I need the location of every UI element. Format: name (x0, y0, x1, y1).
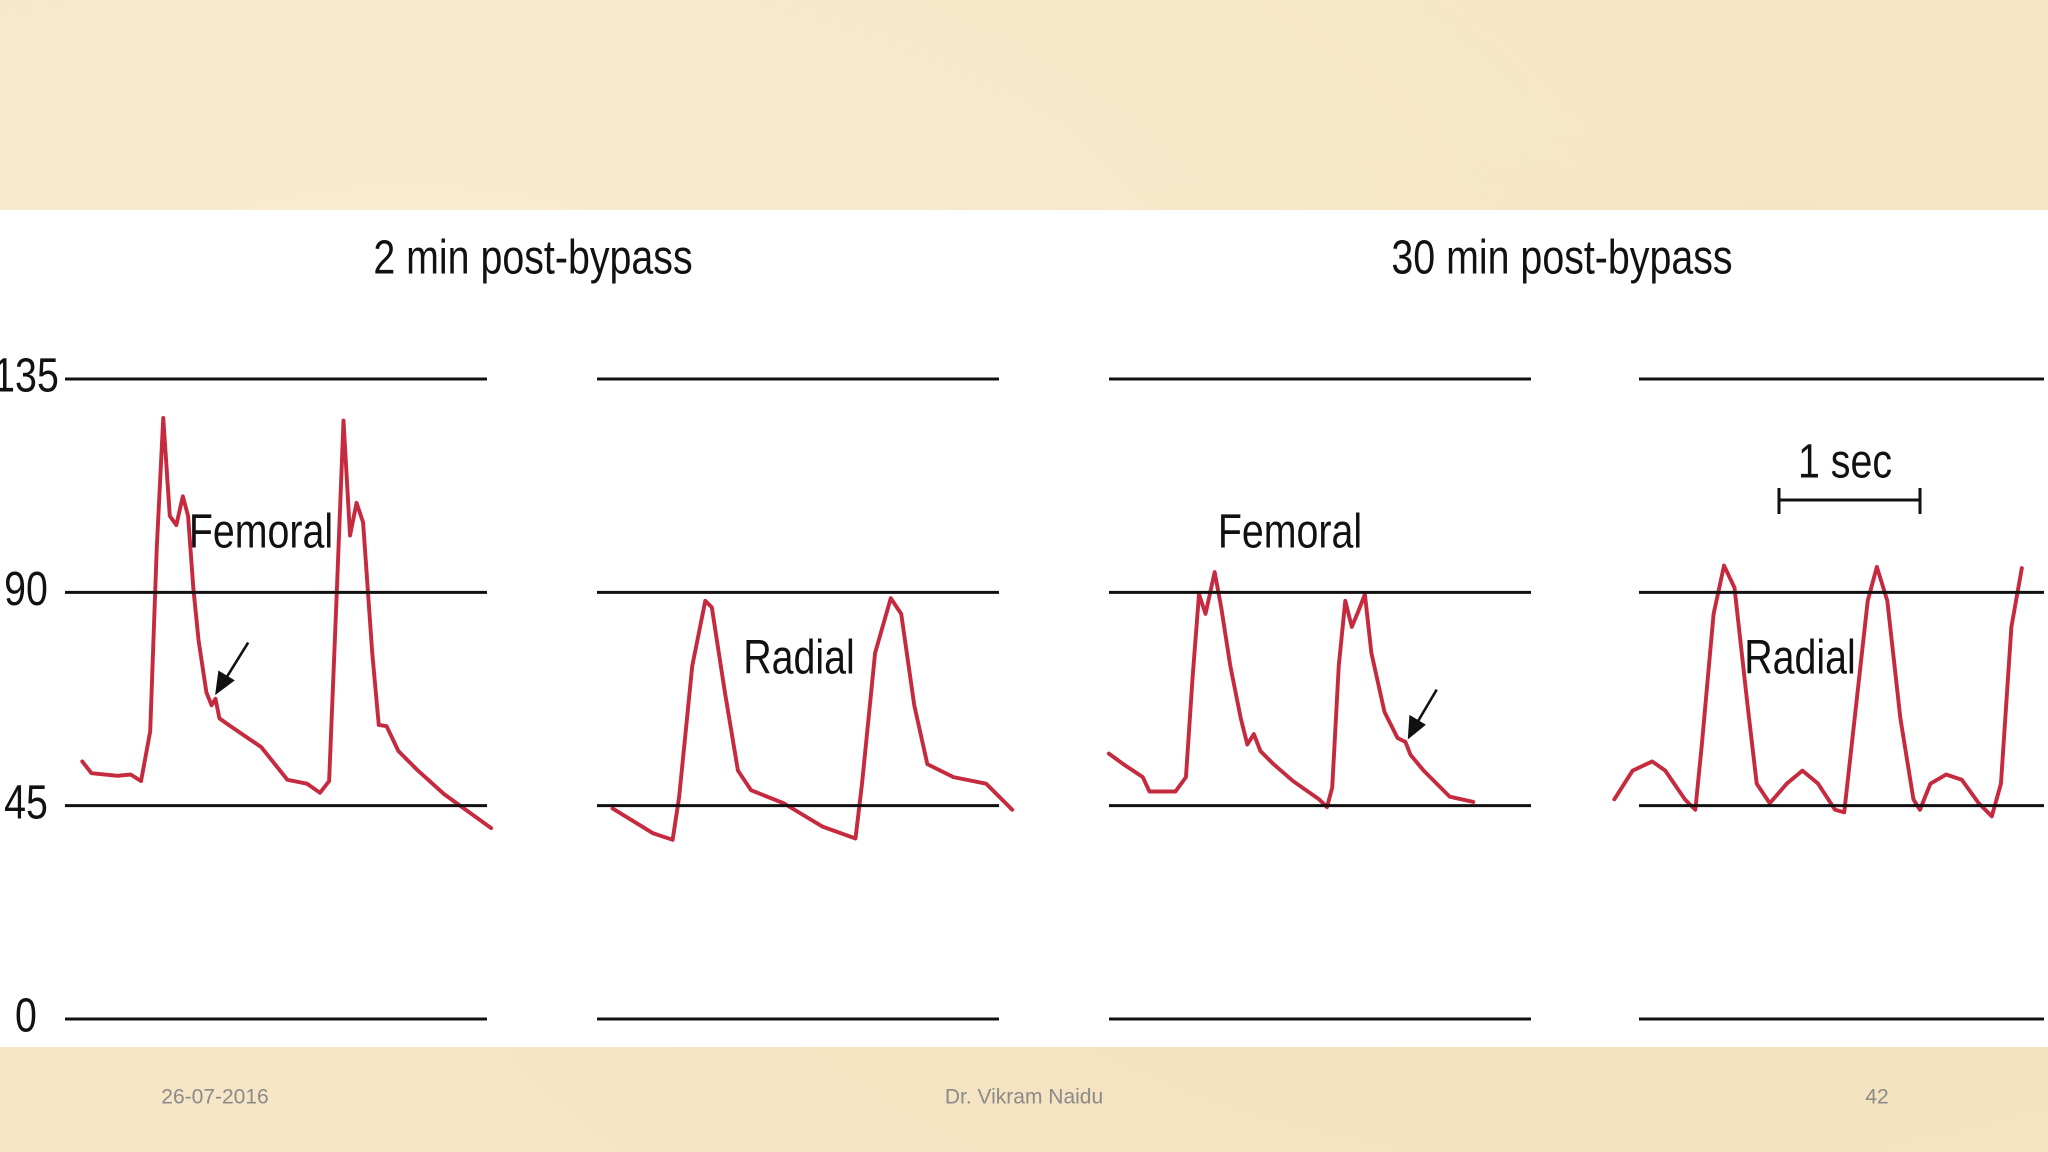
arrow (1407, 688, 1438, 740)
trace-label: Radial (1744, 631, 1856, 685)
arrow (215, 641, 250, 696)
panel-title: 2 min post-bypass (373, 231, 692, 285)
y-tick-label: 135 (0, 349, 59, 403)
page-number: 42 (1865, 1086, 1888, 1109)
footer-author: Dr. Vikram Naidu (945, 1086, 1103, 1109)
figure: 2 min post-bypass 30 min post-bypass Fem… (0, 231, 2044, 1043)
scale-bar-label: 1 sec (1798, 435, 1892, 489)
y-tick-label: 45 (4, 776, 48, 830)
trace-label: Femoral (1218, 505, 1362, 559)
figure-panel (0, 210, 2048, 1047)
trace-label: Femoral (189, 505, 333, 559)
waveforms (80, 415, 2024, 842)
footer-date: 26-07-2016 (161, 1086, 268, 1109)
y-tick-label: 0 (15, 989, 37, 1043)
femoral-trace (80, 415, 494, 831)
trace-label: Radial (743, 631, 855, 685)
radial-trace (1612, 563, 2024, 819)
scale-bar (1777, 488, 1922, 514)
femoral-trace (1106, 570, 1476, 810)
y-tick-label: 90 (4, 562, 48, 616)
radial-trace (610, 596, 1015, 842)
panel-title: 30 min post-bypass (1391, 231, 1732, 285)
